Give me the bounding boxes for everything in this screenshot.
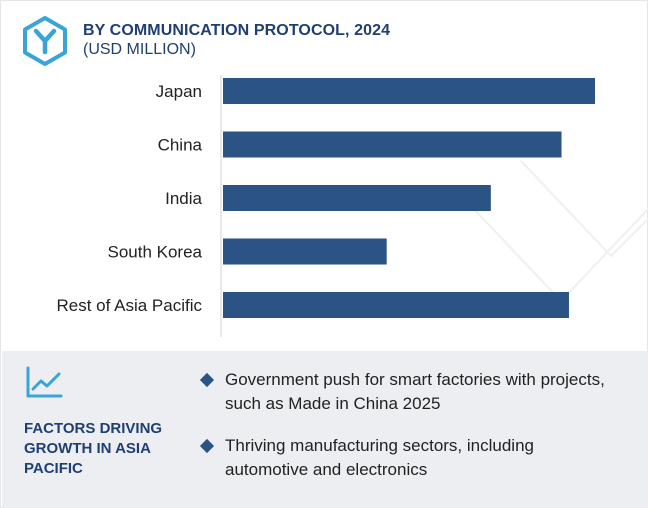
- diamond-bullet-icon: [199, 372, 215, 388]
- growth-factors-panel: FACTORS DRIVING GROWTH IN ASIA PACIFIC G…: [2, 351, 648, 508]
- category-label: India: [165, 189, 202, 208]
- bar-rest-of-asia-pacific: [223, 292, 569, 318]
- category-labels-group: Japan China India South Korea Rest of Asia P…: [56, 82, 202, 315]
- bar-china: [223, 131, 562, 158]
- category-label: China: [158, 136, 203, 155]
- bar-chart: Japan China India South Korea Rest of Asia P…: [56, 75, 648, 337]
- factor-bullet: Thriving manufacturing sectors, includin…: [198, 434, 618, 482]
- factor-text: Government push for smart factories with…: [225, 370, 605, 413]
- trend-line-icon: [26, 366, 63, 398]
- diamond-bullet-icon: [199, 438, 215, 454]
- chart-subtitle: (USD MILLION): [83, 41, 196, 58]
- background-watermark: [470, 160, 648, 303]
- category-label: South Korea: [107, 243, 202, 262]
- bar-south-korea: [223, 238, 387, 265]
- bars-group: [223, 78, 595, 318]
- factor-text: Thriving manufacturing sectors, includin…: [225, 436, 534, 479]
- factors-heading: FACTORS DRIVING GROWTH IN ASIA PACIFIC: [24, 420, 163, 477]
- category-label: Rest of Asia Pacific: [56, 296, 202, 315]
- bar-japan: [223, 78, 595, 104]
- bar-india: [223, 185, 491, 211]
- category-label: Japan: [156, 82, 202, 101]
- factor-bullet: Government push for smart factories with…: [198, 368, 618, 416]
- chart-title: BY COMMUNICATION PROTOCOL, 2024: [83, 22, 391, 39]
- y-hexagon-logo-icon: [23, 16, 67, 66]
